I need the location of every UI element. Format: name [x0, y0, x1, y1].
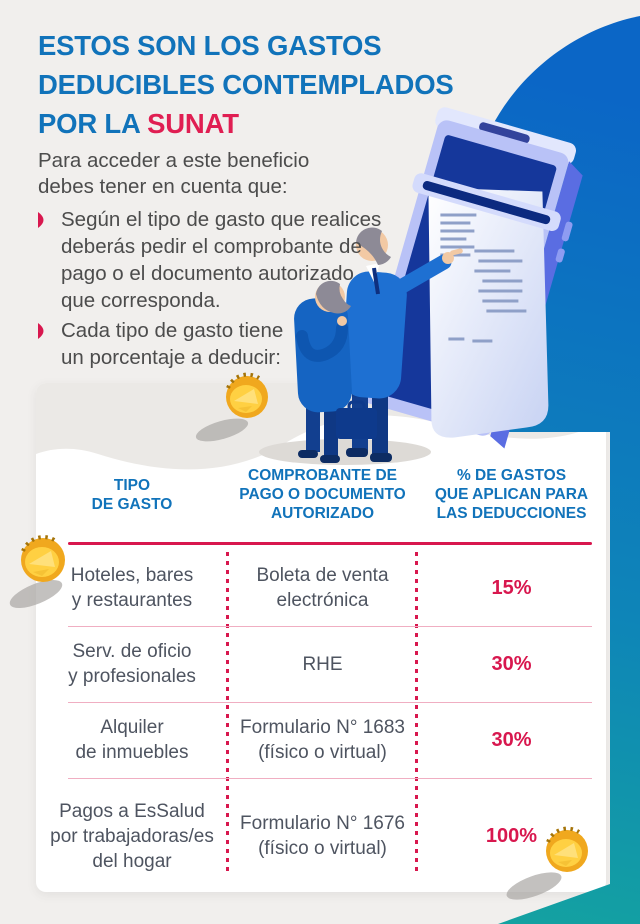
bullet-marker-icon — [38, 323, 44, 339]
cell-porcentaje: 15% — [491, 576, 532, 599]
row-separator — [68, 778, 592, 779]
cell-tipo: Pagos a EsSalud por trabajadoras/es del … — [50, 800, 214, 872]
cell-tipo: Hoteles, bares y restaurantes — [70, 565, 194, 611]
table-header-tipo: TIPO DE GASTO — [91, 476, 173, 513]
cell-porcentaje: 30% — [491, 652, 532, 675]
cell-comprobante: Boleta de venta electrónica — [256, 565, 389, 611]
cell-comprobante: RHE — [302, 653, 343, 675]
bullet-marker-icon — [38, 212, 44, 228]
screen-pixels-icon — [466, 286, 509, 383]
bullet-text: Cada tipo de gasto tiene un porcentaje a… — [61, 319, 284, 369]
row-separator — [68, 626, 592, 627]
cell-tipo: Alquiler de inmuebles — [75, 717, 189, 763]
cell-comprobante: Formulario N° 1676 (físico o virtual) — [240, 813, 405, 859]
title-line-3: POR LA — [38, 108, 148, 139]
cell-porcentaje: 100% — [485, 824, 538, 847]
header-underline — [68, 542, 592, 545]
cell-comprobante: Formulario N° 1683 (físico o virtual) — [240, 717, 405, 763]
bullet-item: Cada tipo de gasto tiene un porcentaje a… — [38, 317, 418, 371]
cell-porcentaje: 30% — [491, 728, 532, 751]
intro-text: Para acceder a este beneficio debes tene… — [38, 149, 310, 198]
column-separator — [226, 552, 229, 872]
title-line-2: DEDUCIBLES CONTEMPLADOS — [38, 69, 454, 100]
row-separator — [68, 702, 592, 703]
title-line-1: ESTOS SON LOS GASTOS — [38, 30, 382, 61]
table-header-porcentaje: % DE GASTOS QUE APLICAN PARA LAS DEDUCCI… — [434, 467, 589, 522]
bullet-item: Según el tipo de gasto que realices debe… — [38, 206, 418, 314]
deductions-table: Hoteles, bares y restaurantes Boleta de … — [36, 550, 606, 894]
title-sunat-accent: SUNAT — [147, 108, 239, 139]
column-separator — [415, 552, 418, 872]
bullet-text: Según el tipo de gasto que realices debe… — [61, 208, 382, 312]
cell-tipo: Serv. de oficio y profesionales — [68, 641, 196, 687]
table-header-comprobante: COMPROBANTE DE PAGO O DOCUMENTO AUTORIZA… — [239, 467, 406, 522]
table-header-row: TIPO DE GASTO COMPROBANTE DE PAGO O DOCU… — [36, 466, 606, 523]
page-title: ESTOS SON LOS GASTOS DEDUCIBLES CONTEMPL… — [38, 26, 468, 143]
